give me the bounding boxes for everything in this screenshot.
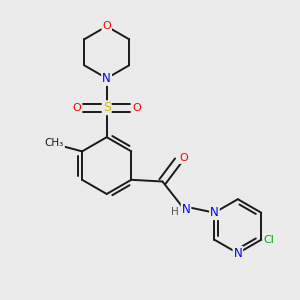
Text: O: O <box>73 103 81 113</box>
Text: S: S <box>103 101 111 114</box>
Text: O: O <box>102 21 111 31</box>
Text: O: O <box>132 103 141 113</box>
Text: N: N <box>210 206 219 219</box>
Text: O: O <box>179 153 188 163</box>
Text: H: H <box>171 207 179 217</box>
Text: N: N <box>233 247 242 260</box>
Text: N: N <box>102 72 111 85</box>
Text: CH₃: CH₃ <box>45 138 64 148</box>
Text: N: N <box>182 203 190 216</box>
Text: Cl: Cl <box>263 235 274 245</box>
Text: N: N <box>102 72 111 85</box>
